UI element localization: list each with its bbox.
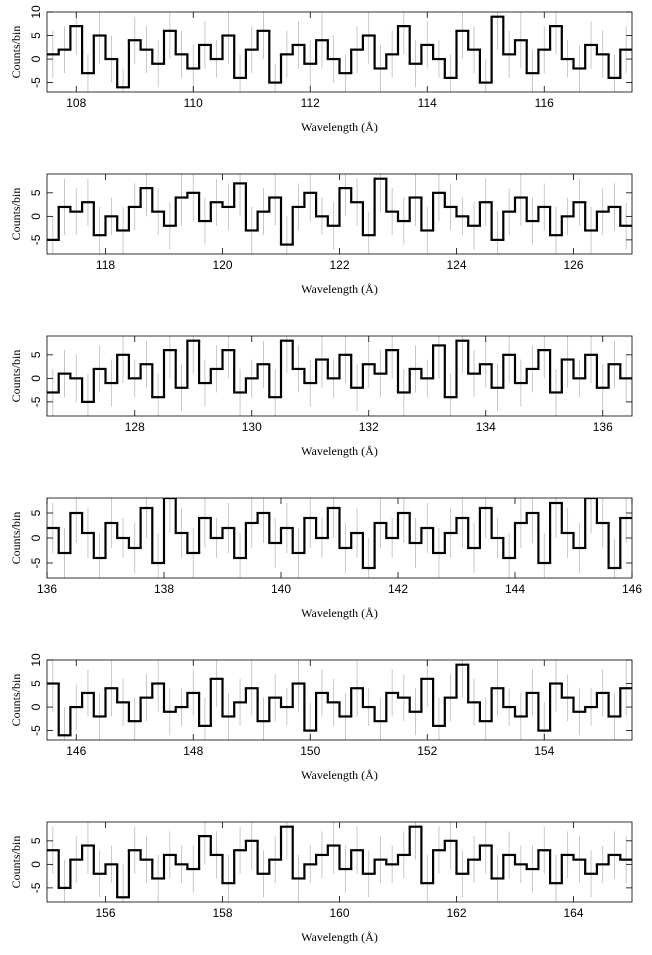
y-tick-label: 5 xyxy=(29,680,43,687)
axes-frame xyxy=(46,11,633,93)
x-tick-label: 164 xyxy=(563,906,583,920)
x-tick-label: 110 xyxy=(184,96,203,110)
y-tick-label: -5 xyxy=(29,882,43,893)
x-tick-label: 148 xyxy=(183,744,203,758)
panel: 108 110 112 114 116 -5 0 5 10 Wavelength (Å) Count… xyxy=(9,5,633,134)
y-tick-label: -5 xyxy=(29,77,43,88)
y-axis-label: Counts/bin xyxy=(9,674,23,727)
y-axis-label: Counts/bin xyxy=(9,26,23,79)
plot-area xyxy=(47,822,632,902)
x-tick-label: 122 xyxy=(329,258,349,272)
axes-frame xyxy=(46,659,633,741)
x-tick-label: 146 xyxy=(622,582,642,596)
x-tick-label: 136 xyxy=(593,420,613,434)
y-axis-label: Counts/bin xyxy=(9,188,23,241)
x-tick-label: 162 xyxy=(446,906,466,920)
y-tick-label: 10 xyxy=(29,653,43,667)
x-tick-label: 130 xyxy=(242,420,262,434)
plot-area xyxy=(47,660,632,740)
x-tick-label: 154 xyxy=(534,744,554,758)
y-axis-label: Counts/bin xyxy=(9,512,23,565)
panel: 156 158 160 162 164 -5 0 5 Wavelength (Å) Counts/… xyxy=(9,821,633,944)
x-tick-label: 116 xyxy=(535,96,554,110)
x-tick-label: 150 xyxy=(300,744,320,758)
y-tick-label: 0 xyxy=(29,375,43,382)
y-tick-label: 5 xyxy=(29,509,43,516)
x-axis-label: Wavelength (Å) xyxy=(301,120,378,134)
y-tick-label: -5 xyxy=(29,557,43,568)
y-tick-label: 5 xyxy=(29,32,43,39)
x-tick-label: 120 xyxy=(212,258,232,272)
x-tick-label: 136 xyxy=(37,582,57,596)
plot-area xyxy=(47,498,632,578)
x-tick-label: 152 xyxy=(417,744,437,758)
x-tick-label: 124 xyxy=(446,258,466,272)
y-tick-label: 10 xyxy=(29,5,43,19)
x-tick-label: 158 xyxy=(212,906,232,920)
y-tick-label: 0 xyxy=(29,703,43,710)
panel: 136 138 140 142 144 146 -5 0 5 Wavelength (Å) Coun… xyxy=(9,497,642,620)
x-tick-label: 112 xyxy=(301,96,320,110)
y-tick-label: 0 xyxy=(29,55,43,62)
plot-area xyxy=(47,174,632,254)
plot-area xyxy=(47,336,632,416)
y-tick-label: 5 xyxy=(29,351,43,358)
panel: 118 120 122 124 126 -5 0 5 Wavelength (Å) Counts/… xyxy=(9,173,633,296)
y-tick-label: -5 xyxy=(29,725,43,736)
x-tick-label: 146 xyxy=(66,744,86,758)
x-tick-label: 138 xyxy=(154,582,174,596)
y-tick-label: -5 xyxy=(29,396,43,407)
x-tick-label: 140 xyxy=(271,582,291,596)
x-tick-label: 142 xyxy=(388,582,408,596)
plot-area xyxy=(47,12,632,92)
x-tick-label: 126 xyxy=(563,258,583,272)
x-tick-label: 108 xyxy=(66,96,86,110)
y-tick-label: 0 xyxy=(29,213,43,220)
x-tick-label: 132 xyxy=(359,420,379,434)
x-tick-label: 114 xyxy=(418,96,437,110)
x-axis-label: Wavelength (Å) xyxy=(301,930,378,944)
y-axis-label: Counts/bin xyxy=(9,836,23,889)
y-tick-label: 5 xyxy=(29,189,43,196)
x-tick-label: 118 xyxy=(96,258,115,272)
y-tick-label: 5 xyxy=(29,837,43,844)
x-axis-label: Wavelength (Å) xyxy=(301,606,378,620)
x-axis-label: Wavelength (Å) xyxy=(301,282,378,296)
x-axis-label: Wavelength (Å) xyxy=(301,768,378,782)
x-tick-label: 160 xyxy=(329,906,349,920)
axes-frame xyxy=(46,335,633,417)
panel: 146 148 150 152 154 -5 0 5 10 Wavelength (Å) Count… xyxy=(9,653,633,782)
y-axis-label: Counts/bin xyxy=(9,350,23,403)
y-tick-label: 0 xyxy=(29,534,43,541)
y-tick-label: -5 xyxy=(29,234,43,245)
x-axis-label: Wavelength (Å) xyxy=(301,444,378,458)
x-tick-label: 134 xyxy=(476,420,496,434)
x-tick-label: 144 xyxy=(505,582,525,596)
x-tick-label: 128 xyxy=(125,420,145,434)
panel: 128 130 132 134 136 -5 0 5 Wavelength (Å) Counts/… xyxy=(9,335,633,458)
x-tick-label: 156 xyxy=(95,906,115,920)
y-tick-label: 0 xyxy=(29,861,43,868)
